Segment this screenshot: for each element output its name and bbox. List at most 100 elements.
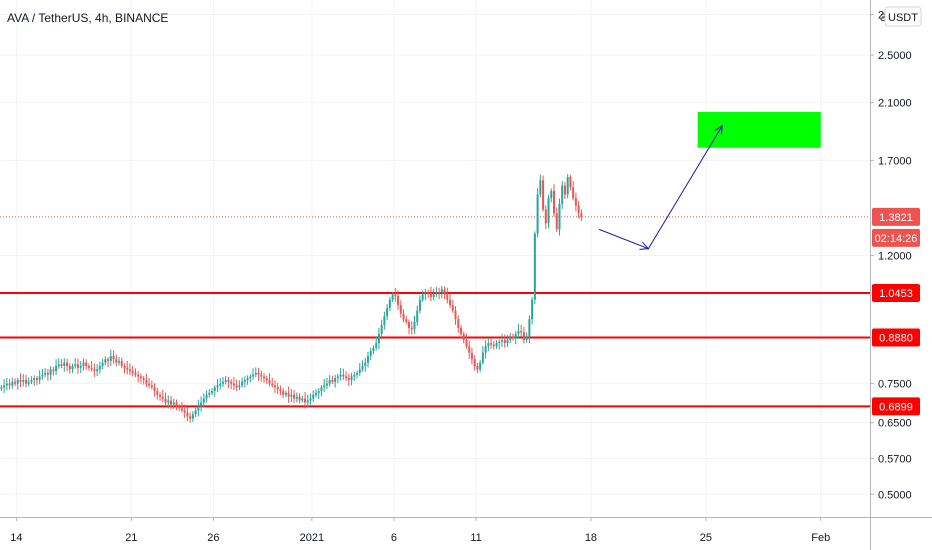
time-tick-label: 11 bbox=[470, 532, 481, 544]
candle bbox=[257, 368, 260, 381]
candle-body bbox=[254, 372, 257, 375]
candle-body bbox=[219, 383, 222, 386]
level-price-badge: 0.8880 bbox=[872, 328, 920, 347]
candle bbox=[273, 380, 276, 394]
candle-body bbox=[232, 383, 235, 386]
candle-body bbox=[572, 187, 575, 199]
candle-body bbox=[279, 389, 282, 392]
candle-body bbox=[246, 378, 249, 381]
candle bbox=[254, 367, 257, 378]
candle bbox=[416, 305, 419, 326]
candle-body bbox=[293, 394, 296, 399]
candle-body bbox=[520, 330, 523, 333]
candle bbox=[8, 378, 11, 390]
candle-body bbox=[334, 378, 337, 382]
candle bbox=[271, 377, 274, 388]
candle bbox=[279, 385, 282, 396]
candle bbox=[191, 411, 194, 422]
candle bbox=[112, 350, 115, 364]
candle-body bbox=[98, 366, 101, 370]
candle-body bbox=[252, 374, 255, 377]
currency-button-label[interactable]: USDT bbox=[888, 12, 918, 24]
candle bbox=[41, 369, 44, 380]
candle-body bbox=[342, 374, 345, 377]
candle bbox=[528, 315, 531, 344]
time-tick-label: 2021 bbox=[300, 532, 324, 544]
candle-body bbox=[492, 344, 495, 347]
candle bbox=[350, 372, 353, 386]
candle-body bbox=[399, 305, 402, 314]
candle bbox=[287, 386, 290, 403]
candle-body bbox=[498, 341, 501, 344]
candle bbox=[566, 173, 569, 199]
candle-body bbox=[241, 381, 244, 386]
candle bbox=[22, 374, 25, 387]
candle-body bbox=[405, 319, 408, 323]
candle bbox=[427, 289, 430, 299]
candle bbox=[503, 334, 506, 348]
candle bbox=[76, 358, 79, 374]
candle bbox=[227, 376, 230, 388]
candle-body bbox=[265, 378, 268, 381]
support-resistance-levels[interactable] bbox=[0, 292, 870, 408]
candle-body bbox=[93, 369, 96, 372]
time-axis[interactable]: 14 21 26 2021 6 11 18 25 Feb bbox=[10, 517, 830, 544]
candle bbox=[514, 331, 517, 345]
price-tick-label: 0.6500 bbox=[878, 418, 912, 430]
candle-body bbox=[183, 410, 186, 413]
candle bbox=[16, 377, 19, 390]
candle bbox=[265, 375, 268, 384]
candle-body bbox=[5, 383, 8, 386]
candle-body bbox=[533, 233, 536, 300]
candle-body bbox=[454, 310, 457, 320]
last-price-badge-background bbox=[872, 207, 920, 226]
bar-countdown-badge-background bbox=[872, 228, 920, 247]
candle bbox=[334, 374, 337, 388]
candle bbox=[232, 376, 235, 391]
candle bbox=[137, 370, 140, 383]
candle-body bbox=[323, 385, 326, 388]
candle-body bbox=[312, 394, 315, 399]
candle bbox=[123, 363, 126, 374]
candle bbox=[511, 333, 514, 341]
candle-body bbox=[263, 376, 266, 379]
candle bbox=[109, 349, 112, 367]
target-zone-rectangle[interactable] bbox=[697, 111, 821, 148]
candle bbox=[569, 174, 572, 191]
candle-body bbox=[306, 400, 309, 403]
projection-arrow[interactable] bbox=[598, 124, 723, 250]
candle-body bbox=[577, 205, 580, 214]
candle-body bbox=[79, 366, 82, 368]
candle bbox=[30, 376, 33, 385]
candle bbox=[85, 359, 88, 370]
last-price-badge-label: 1.3821 bbox=[879, 212, 913, 224]
candle bbox=[309, 393, 312, 405]
candle-body bbox=[388, 299, 391, 308]
candle bbox=[238, 380, 241, 391]
candle-body bbox=[413, 322, 416, 330]
candle bbox=[366, 351, 369, 368]
candle bbox=[263, 373, 266, 383]
candle-body bbox=[276, 387, 279, 390]
candle-body bbox=[490, 343, 493, 345]
candle-body bbox=[470, 352, 473, 360]
candle bbox=[298, 393, 301, 404]
candle-body bbox=[536, 194, 539, 234]
candle-body bbox=[200, 402, 203, 407]
candle bbox=[128, 363, 131, 376]
candle bbox=[561, 181, 564, 210]
candle bbox=[145, 373, 148, 388]
candle-body bbox=[273, 385, 276, 388]
candle bbox=[189, 412, 192, 423]
candle bbox=[399, 300, 402, 318]
candle-body bbox=[468, 346, 471, 353]
candle-body bbox=[16, 380, 19, 384]
price-axis[interactable]: 2.90002.50002.10001.70001.20000.75000.65… bbox=[870, 10, 912, 502]
currency-button[interactable]: USDT bbox=[884, 6, 922, 27]
candle bbox=[539, 174, 542, 198]
candle bbox=[205, 390, 208, 403]
candle bbox=[208, 389, 211, 398]
candle bbox=[252, 368, 255, 380]
candle bbox=[243, 376, 246, 388]
